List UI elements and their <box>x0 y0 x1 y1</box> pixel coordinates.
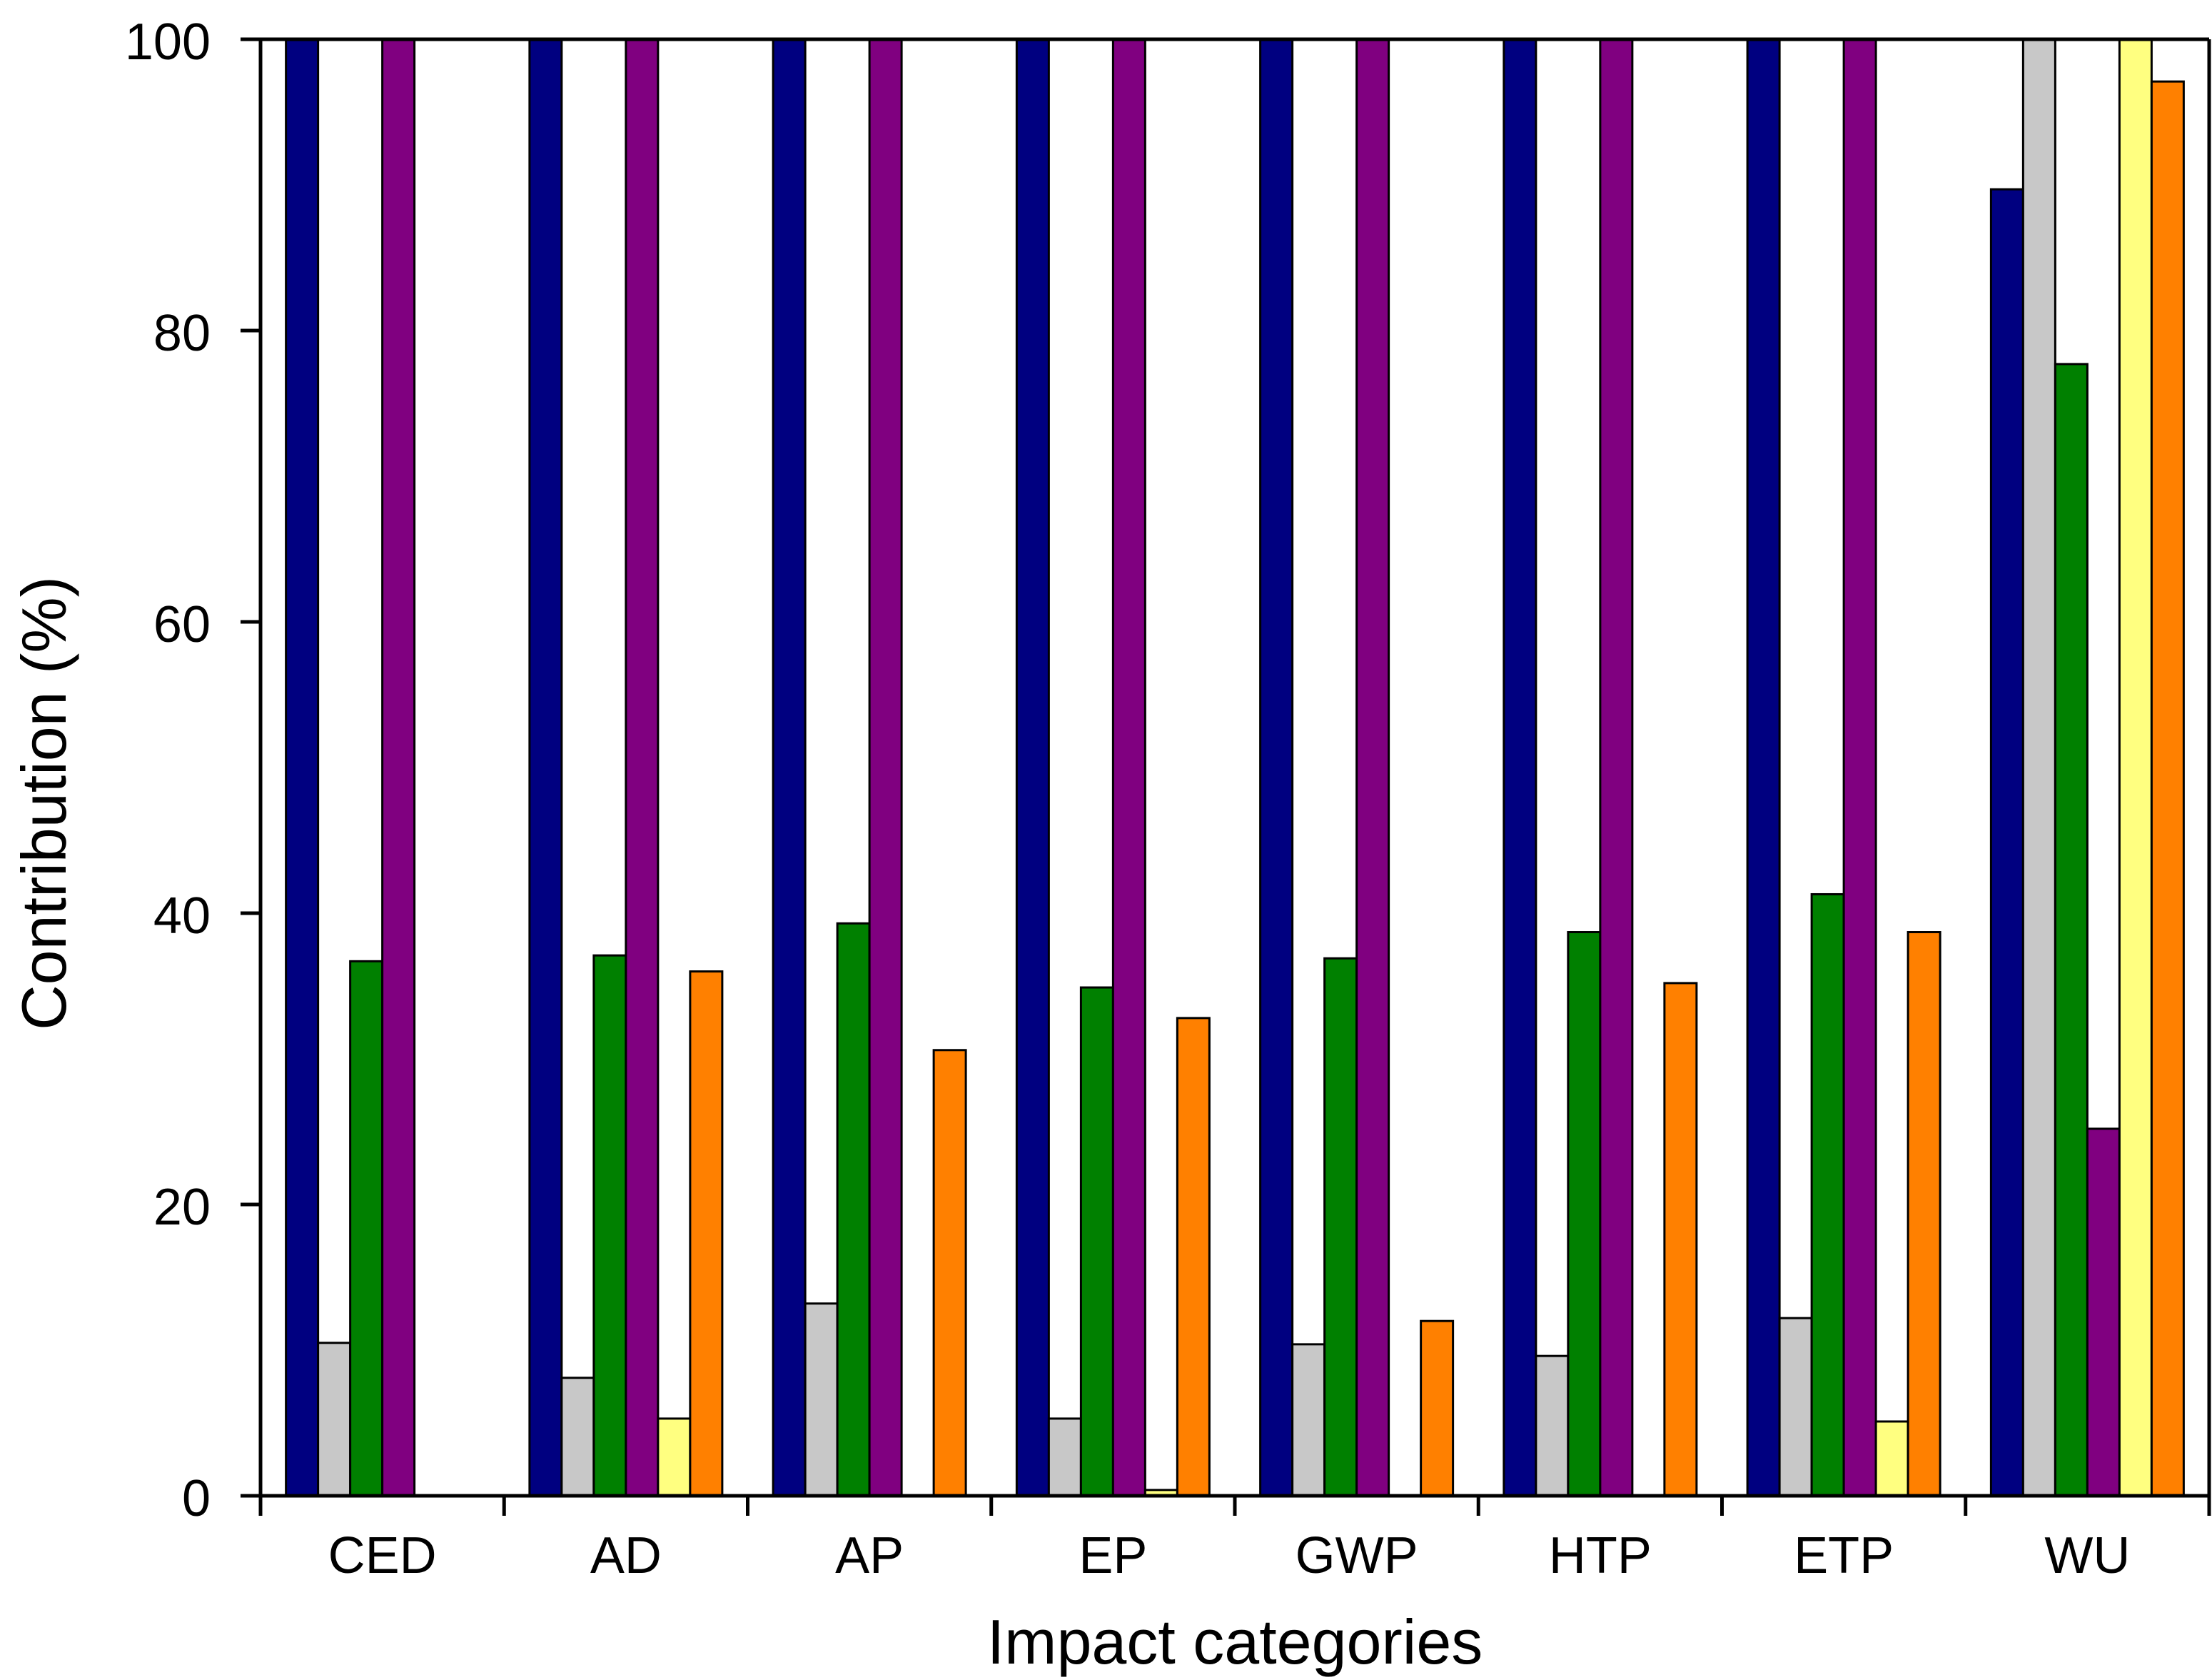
bar-etp-s6 <box>1907 931 1941 1497</box>
bar-gwp-s2 <box>1291 1343 1326 1497</box>
bar-ap-s3 <box>836 922 871 1497</box>
bar-etp-s1 <box>1746 38 1781 1497</box>
bar-gwp-s4 <box>1355 38 1390 1497</box>
bar-ep-s6 <box>1176 1017 1211 1497</box>
bar-ap-s1 <box>772 38 807 1497</box>
x-tick-label-ep: EP <box>1079 1527 1147 1584</box>
bar-htp-s2 <box>1535 1354 1570 1497</box>
bar-gwp-s6 <box>1420 1319 1455 1497</box>
y-tick-label-60: 60 <box>153 596 211 653</box>
x-tick-label-wu: WU <box>2044 1527 2130 1584</box>
bar-htp-s3 <box>1567 931 1602 1497</box>
bar-etp-s3 <box>1810 892 1845 1497</box>
x-tick-label-ced: CED <box>328 1527 437 1584</box>
bar-ad-s6 <box>689 970 724 1497</box>
bar-wu-s5 <box>2118 38 2153 1497</box>
bar-etp-s2 <box>1778 1317 1813 1497</box>
axes-layer: 0 20 40 60 80 100 CED AD AP EP GWP HTP ETP WU <box>125 14 2211 1584</box>
bar-etp-s5 <box>1874 1420 1909 1497</box>
bar-ap-s4 <box>868 38 903 1497</box>
y-tick-label-80: 80 <box>153 305 211 362</box>
bar-htp-s1 <box>1503 38 1537 1497</box>
bar-ced-s4 <box>381 38 416 1497</box>
bar-wu-s1 <box>1989 188 2024 1497</box>
bar-ced-s3 <box>349 960 384 1497</box>
bar-gwp-s1 <box>1259 38 1294 1497</box>
bar-ep-s2 <box>1047 1417 1082 1497</box>
y-axis-title: Contribution (%) <box>9 576 79 1030</box>
y-tick-label-100: 100 <box>125 14 211 71</box>
bar-ad-s5 <box>657 1417 692 1497</box>
bar-ep-s1 <box>1015 38 1050 1497</box>
bar-wu-s4 <box>2086 1127 2121 1497</box>
bar-ep-s4 <box>1111 38 1146 1497</box>
x-tick-label-htp: HTP <box>1549 1527 1652 1584</box>
bar-ced-s1 <box>285 38 320 1497</box>
bar-ad-s4 <box>625 38 660 1497</box>
y-tick-label-0: 0 <box>182 1470 211 1527</box>
x-tick-label-gwp: GWP <box>1296 1527 1418 1584</box>
bar-ced-s2 <box>317 1342 352 1497</box>
bar-ap-s6 <box>932 1049 967 1497</box>
y-tick-label-40: 40 <box>153 887 211 945</box>
bar-ap-s2 <box>804 1302 839 1497</box>
bar-ep-s3 <box>1079 986 1114 1497</box>
bar-ad-s1 <box>528 38 563 1497</box>
bar-gwp-s3 <box>1323 957 1358 1497</box>
x-tick-label-ad: AD <box>590 1527 662 1584</box>
bar-etp-s4 <box>1842 38 1877 1497</box>
bar-ad-s3 <box>592 954 627 1497</box>
bar-ad-s2 <box>560 1377 595 1497</box>
bar-wu-s3 <box>2054 363 2089 1497</box>
x-tick-label-ap: AP <box>835 1527 904 1584</box>
y-tick-label-20: 20 <box>153 1179 211 1236</box>
bar-htp-s4 <box>1599 38 1634 1497</box>
x-tick-label-etp: ETP <box>1794 1527 1894 1584</box>
x-axis-title: Impact categories <box>987 1606 1483 1677</box>
bar-wu-s2 <box>2021 38 2056 1497</box>
bar-wu-s6 <box>2150 80 2185 1497</box>
bar-htp-s6 <box>1663 982 1698 1497</box>
